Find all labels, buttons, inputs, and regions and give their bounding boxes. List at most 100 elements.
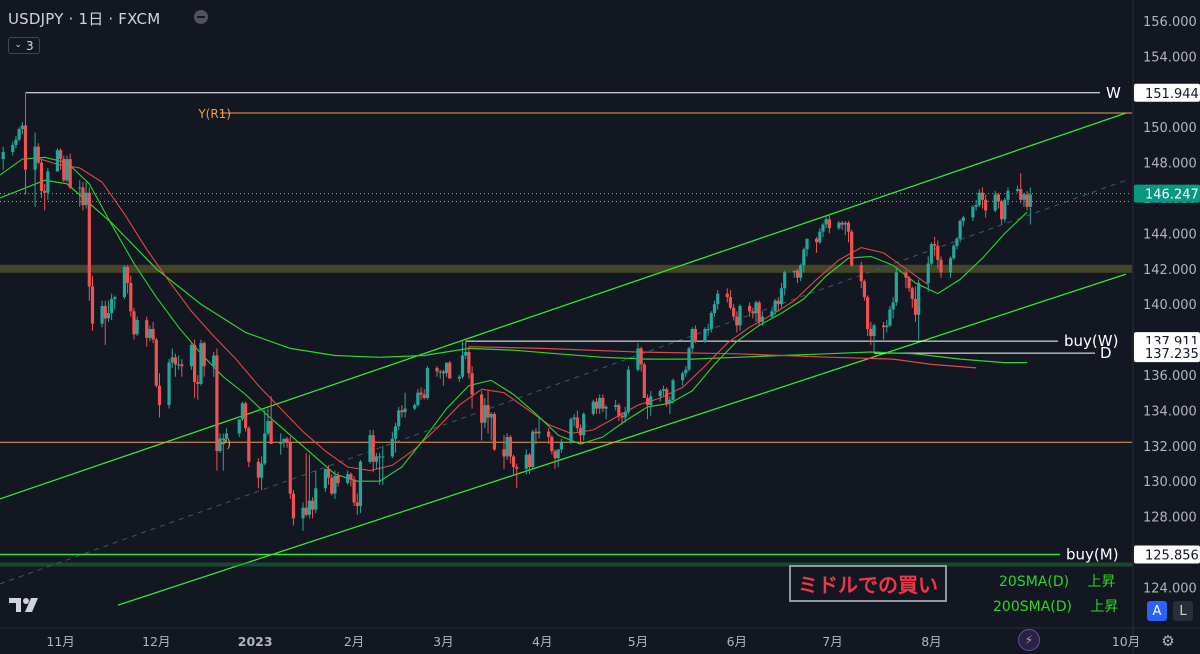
candle-body (939, 259, 943, 273)
level-label: W (1106, 84, 1121, 102)
minus-icon[interactable] (194, 10, 208, 24)
candle-body (760, 316, 764, 322)
candle-body (330, 477, 334, 494)
candle-body (311, 500, 315, 510)
auto-scale-button[interactable]: A (1147, 601, 1167, 621)
candle-body (850, 231, 854, 266)
candle-body (55, 150, 60, 172)
candle-body (46, 171, 50, 193)
candle-body (489, 413, 493, 418)
candle-body (821, 224, 825, 232)
candle-body (511, 456, 516, 468)
candle-body (218, 438, 222, 452)
candle-body (36, 146, 40, 163)
price-label-text: 146.247 (1145, 188, 1199, 203)
candle-body (971, 206, 975, 218)
x-tick-label: 8月 (921, 634, 941, 649)
candle-body (65, 159, 69, 181)
candle-body (483, 405, 487, 423)
x-tick-label: 12月 (142, 634, 170, 649)
gear-icon[interactable]: ⚙ (1161, 632, 1175, 650)
candle-body (326, 468, 331, 478)
candle-body (20, 125, 24, 129)
y-tick-label: 150.000 (1143, 121, 1197, 136)
symbol-title[interactable]: USDJPY · 1日 · FXCM (8, 10, 161, 28)
candle-body (636, 348, 640, 370)
candle-body (113, 297, 117, 299)
y-tick-label: 130.000 (1143, 475, 1197, 490)
candle-body (814, 238, 819, 243)
candle-body (559, 442, 564, 450)
candle-body (464, 351, 468, 356)
candle-body (598, 398, 602, 409)
candle-body (314, 488, 318, 510)
indicator-collapse-button[interactable]: ⌄ 3 (8, 37, 40, 54)
candle-body (642, 364, 646, 399)
candle-body (668, 399, 672, 404)
candle-body (336, 475, 340, 483)
candle-body (14, 139, 18, 145)
candle-body (537, 431, 541, 434)
candle-body (259, 463, 264, 478)
candle-body (728, 297, 733, 308)
candle-body (996, 194, 1001, 202)
candle-body (601, 398, 605, 409)
price-label-box (1134, 184, 1200, 203)
candle-body (263, 433, 267, 464)
candle-body (122, 267, 127, 298)
candle-body (11, 144, 15, 152)
price-label-text: 125.856 (1145, 549, 1199, 564)
y-tick-label: 134.000 (1143, 404, 1197, 419)
candle-body (671, 380, 675, 400)
candle-body (177, 364, 181, 366)
candle-body (824, 219, 828, 225)
tradingview-logo-icon[interactable] (9, 594, 43, 614)
candle-body (244, 403, 248, 429)
price-axis[interactable]: 156.000154.000152.000150.000148.000146.0… (1132, 0, 1197, 654)
sma200-legend-trend: 上昇 (1090, 599, 1119, 615)
candle-body (977, 192, 981, 206)
candle-body (346, 474, 350, 483)
candle-body (419, 392, 423, 395)
lightning-icon[interactable]: ⚡ (1018, 629, 1040, 651)
candle-body (39, 162, 44, 191)
candle-body (569, 419, 573, 443)
candle-body (68, 159, 72, 188)
candle-body (843, 222, 847, 225)
candle-body (110, 298, 114, 314)
price-label-box (1134, 545, 1200, 564)
candle-body (202, 343, 206, 367)
log-scale-button[interactable]: L (1173, 601, 1193, 621)
candle-body (1015, 189, 1020, 191)
candle-body (645, 398, 650, 406)
candle-body (681, 373, 685, 381)
candle-body (192, 344, 197, 383)
price-levels: W Y(R1) buy(W)D P) buy(M) (0, 84, 1132, 567)
callout-text: ミドルでの買い (789, 565, 947, 602)
candle-body (802, 249, 806, 266)
candle-body (400, 410, 404, 413)
candle-body (240, 403, 245, 420)
candle-body (894, 272, 898, 303)
candle-body (926, 263, 930, 283)
y-tick-label: 136.000 (1143, 369, 1197, 384)
candle-body (1, 151, 5, 160)
candle-body (397, 410, 401, 427)
candle-body (157, 385, 162, 406)
candle-body (866, 297, 870, 329)
candle-body (448, 362, 452, 379)
candle-body (87, 192, 91, 287)
x-tick-label: 6月 (727, 634, 747, 649)
candle-body (913, 298, 918, 315)
candle-body (827, 219, 831, 229)
price-label-text: 151.944 (1145, 87, 1199, 102)
candle-body (773, 300, 777, 312)
candle-body (62, 159, 66, 181)
candle-body (237, 419, 241, 434)
candle-body (90, 286, 95, 324)
sma20-line (0, 156, 1028, 482)
candle-body (377, 456, 382, 458)
sma20-legend: 20SMA(D) 上昇 (999, 571, 1116, 591)
